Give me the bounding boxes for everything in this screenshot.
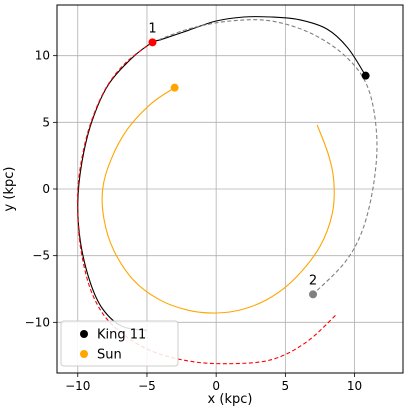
y-tick-label-2: 0 [42,182,50,196]
series-markers [148,38,370,299]
x-axis-label: x (kpc) [208,392,253,407]
marker-sun-end [170,83,179,92]
y-tick-label-4: 10 [35,49,50,63]
grid [57,5,403,373]
y-axis-label: y (kpc) [2,167,17,212]
series-lines [76,16,378,365]
tick-labels: −10 −5 0 5 10 −10 −5 0 5 10 [25,49,363,393]
marker-point-1 [148,38,157,47]
legend-label-king11: King 11 [97,328,146,343]
legend: King 11 Sun [60,320,179,367]
y-tick-label-0: −10 [25,315,50,329]
annotation-1: 1 [148,21,156,36]
x-tick-label-1: −5 [138,379,156,393]
x-tick-label-0: −10 [65,379,90,393]
annotation-2: 2 [309,273,317,288]
series-sun-orbit [101,87,335,314]
series-king11-dashed-red [76,41,337,365]
y-tick-label-3: 5 [42,115,50,129]
x-tick-label-4: 10 [347,379,362,393]
x-tick-label-2: 0 [212,379,220,393]
series-king11-dashed-gray [152,19,378,295]
x-tick-label-3: 5 [282,379,290,393]
legend-marker-sun [80,350,88,358]
legend-box [60,320,179,367]
marker-point-2 [309,290,318,299]
y-tick-label-1: −5 [32,249,50,263]
annotations: 12 [148,21,317,288]
legend-label-sun: Sun [97,348,122,363]
marker-king11-end [361,71,370,80]
series-king11-orbit [77,16,367,331]
legend-marker-king11 [80,330,88,338]
